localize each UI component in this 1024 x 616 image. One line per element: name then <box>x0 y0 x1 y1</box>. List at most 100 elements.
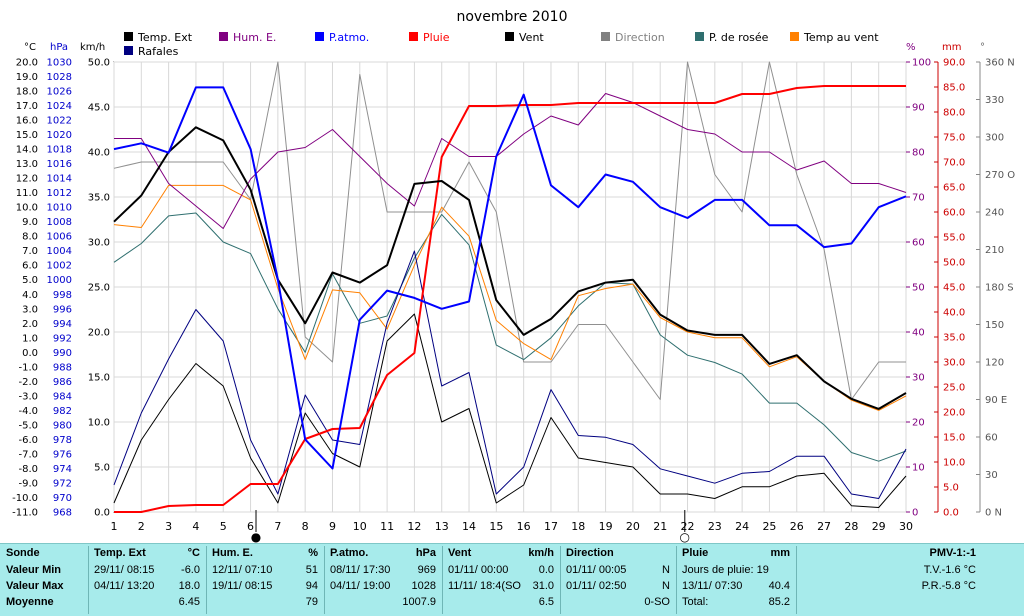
patmo-unit: hPa <box>415 547 436 559</box>
legend-label: Direction <box>615 31 665 44</box>
x-tick-label: 16 <box>517 520 531 533</box>
temp-tick-label: 20.0 <box>16 58 38 69</box>
mm-tick-label: 55.0 <box>943 233 965 244</box>
hpa-tick-label: 1008 <box>47 217 72 228</box>
legend-swatch <box>505 32 514 41</box>
hpa-tick-label: 982 <box>53 406 72 417</box>
deg-tick-label: 0 N <box>985 508 1002 519</box>
hpa-tick-label: 998 <box>53 290 72 301</box>
kmh-tick-label: 35.0 <box>88 193 110 204</box>
legend-swatch <box>315 32 324 41</box>
kmh-tick-label: 5.0 <box>94 463 110 474</box>
direction-min-value: N <box>662 564 670 576</box>
series-hum-e <box>114 93 907 229</box>
vent-max-date: 11/11/ 18:4(SO <box>448 580 521 592</box>
pct-tick-label: 70 <box>912 193 925 204</box>
series-p-de-ros-e <box>113 212 907 462</box>
pct-axis-unit: % <box>906 42 916 53</box>
legend-swatch <box>695 32 704 41</box>
separator <box>442 546 443 614</box>
vent-title: Vent <box>448 547 472 559</box>
min-label: Valeur Min <box>6 564 62 576</box>
kmh-axis-unit: km/h <box>80 42 105 53</box>
patmo-max-value: 1028 <box>411 580 436 592</box>
temp-tick-label: 17.0 <box>16 101 38 112</box>
mm-tick-label: 10.0 <box>943 458 965 469</box>
kmh-tick-label: 20.0 <box>88 328 110 339</box>
pluie-total-label: Total: <box>682 596 709 608</box>
temp-tick-label: 11.0 <box>16 188 38 199</box>
temp-tick-label: 2.0 <box>22 319 38 330</box>
x-tick-label: 30 <box>899 520 913 533</box>
patmo-avg-value: 1007.9 <box>402 596 436 608</box>
moon-phase-icon: ● <box>251 530 261 543</box>
pct-tick-label: 10 <box>912 463 925 474</box>
temp-min-value: -6.0 <box>181 564 200 576</box>
patmo-column: P.atmo. hPa 08/11/ 17:30 969 04/11/ 19:0… <box>330 544 440 616</box>
hpa-tick-label: 1004 <box>47 246 72 257</box>
deg-tick-label: 360 N <box>985 58 1015 69</box>
x-tick-label: 10 <box>353 520 367 533</box>
series-rafales <box>113 250 907 499</box>
legend-label: Temp au vent <box>803 31 879 44</box>
temp-tick-label: -10.0 <box>12 493 38 504</box>
hum-max-date: 19/11/ 08:15 <box>212 580 273 592</box>
pct-tick-label: 40 <box>912 328 925 339</box>
deg-tick-label: 120 <box>985 358 1004 369</box>
mm-tick-label: 15.0 <box>943 433 965 444</box>
x-tick-label: 14 <box>462 520 476 533</box>
temp-tick-label: 10.0 <box>16 203 38 214</box>
pct-tick-label: 0 <box>912 508 918 519</box>
temp-tick-label: 13.0 <box>16 159 38 170</box>
x-tick-label: 23 <box>708 520 722 533</box>
temp-tick-label: 4.0 <box>22 290 38 301</box>
temp-tick-label: 7.0 <box>22 246 38 257</box>
temp-tick-label: 15.0 <box>16 130 38 141</box>
mm-tick-label: 70.0 <box>943 158 965 169</box>
pct-tick-label: 80 <box>912 148 925 159</box>
temp-axis-unit: °C <box>24 42 36 53</box>
pct-tick-label: 20 <box>912 418 925 429</box>
deg-tick-label: 60 <box>985 433 998 444</box>
hpa-tick-label: 984 <box>53 391 72 402</box>
temp-tick-label: 5.0 <box>22 275 38 286</box>
temp-avg-value: 6.45 <box>178 596 200 608</box>
x-tick-label: 27 <box>817 520 831 533</box>
mm-tick-label: 50.0 <box>943 258 965 269</box>
pct-tick-label: 60 <box>912 238 925 249</box>
vent-unit: km/h <box>528 547 554 559</box>
series-p-atmo <box>113 86 907 470</box>
temp-tick-label: 8.0 <box>22 232 38 243</box>
separator <box>560 546 561 614</box>
legend-label: Pluie <box>423 31 450 44</box>
temp-title: Temp. Ext <box>94 547 146 559</box>
temp-max-date: 04/11/ 13:20 <box>94 580 155 592</box>
legend-swatch <box>601 32 610 41</box>
x-tick-label: 29 <box>872 520 886 533</box>
temp-tick-label: -8.0 <box>18 464 38 475</box>
x-tick-label: 17 <box>544 520 558 533</box>
mm-tick-label: 60.0 <box>943 208 965 219</box>
hpa-tick-label: 1000 <box>47 275 72 286</box>
x-tick-label: 2 <box>138 520 145 533</box>
temp-tick-label: 0.0 <box>22 348 38 359</box>
deg-tick-label: 270 O <box>985 170 1015 181</box>
hpa-tick-label: 1026 <box>47 87 72 98</box>
kmh-tick-label: 10.0 <box>88 418 110 429</box>
series-temp-ext <box>113 126 907 410</box>
legend-label: P. de rosée <box>709 31 769 44</box>
deg-tick-label: 90 E <box>985 395 1007 406</box>
deg-tick-label: 30 <box>985 470 998 481</box>
separator <box>206 546 207 614</box>
hum-title: Hum. E. <box>212 547 253 559</box>
sonde-column: Sonde Valeur Min Valeur Max Moyenne <box>6 544 88 616</box>
deg-tick-label: 210 <box>985 245 1004 256</box>
temp-tick-label: -6.0 <box>18 435 38 446</box>
x-tick-label: 4 <box>192 520 199 533</box>
hpa-tick-label: 986 <box>53 377 72 388</box>
deg-tick-label: 330 <box>985 95 1004 106</box>
legend-swatch <box>409 32 418 41</box>
hpa-tick-label: 1020 <box>47 130 72 141</box>
hpa-tick-label: 1014 <box>47 174 72 185</box>
hpa-tick-label: 974 <box>53 464 72 475</box>
